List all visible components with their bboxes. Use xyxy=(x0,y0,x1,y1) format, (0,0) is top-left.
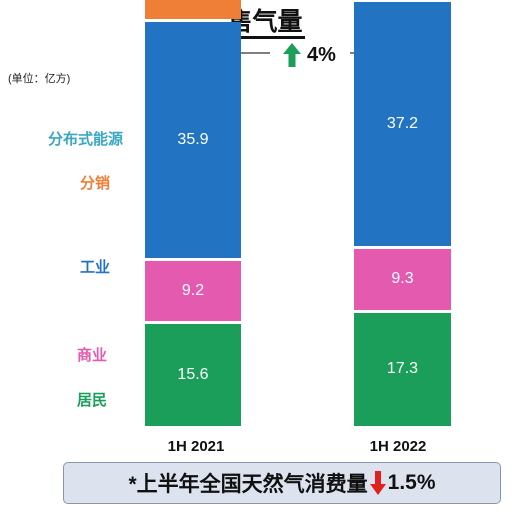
series-label-0: 居民 xyxy=(77,392,108,409)
down-arrow-icon xyxy=(369,471,386,495)
series-label-3: 分销 xyxy=(80,175,111,192)
data-label-0-2: 35.9 xyxy=(177,130,209,148)
bar-segment-1-1 xyxy=(354,248,451,310)
data-label-1-1: 9.3 xyxy=(391,270,414,288)
footnote-box: *上半年全国天然气消费量 1.5% xyxy=(63,462,501,504)
series-label-1: 商业 xyxy=(77,347,108,364)
footnote-text: *上半年全国天然气消费量 xyxy=(128,473,368,496)
x-tick-1h-2021: 1H 2021 xyxy=(167,438,225,455)
bar-segment-0-3 xyxy=(145,0,241,20)
data-label-1-0: 17.3 xyxy=(386,360,419,378)
data-label-1-2: 37.2 xyxy=(386,114,419,132)
unit-note: (单位：亿方) xyxy=(8,73,71,85)
footnote-value: 1.5% xyxy=(387,471,436,494)
bar-segment-1-0 xyxy=(354,312,451,426)
up-arrow-icon xyxy=(283,43,301,67)
series-label-2: 工业 xyxy=(80,259,111,276)
data-label-0-1: 9.2 xyxy=(181,281,205,299)
bar-segment-1-2 xyxy=(354,2,451,246)
bar-segment-0-2 xyxy=(145,22,241,258)
bar-segment-0-0 xyxy=(145,323,241,426)
series-label-4: 分布式能源 xyxy=(48,131,124,148)
x-tick-1h-2022: 1H 2022 xyxy=(369,438,427,455)
bar-segment-0-1 xyxy=(145,260,241,321)
growth-indicator: 4% xyxy=(283,43,336,67)
data-label-0-0: 15.6 xyxy=(177,365,209,383)
growth-value: 4% xyxy=(307,43,336,66)
